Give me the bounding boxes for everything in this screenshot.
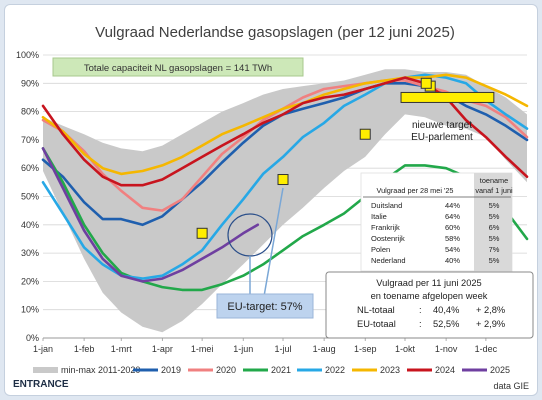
target-marker bbox=[277, 174, 289, 186]
x-tick-label: 1-jan bbox=[33, 344, 53, 354]
legend-label: 2025 bbox=[490, 365, 510, 375]
x-tick-label: 1-mrt bbox=[111, 344, 132, 354]
target-marker bbox=[359, 128, 371, 140]
may-table-cell: 64% bbox=[445, 212, 460, 221]
may-table-cell: 5% bbox=[489, 201, 500, 210]
june-box-line1: Vulgraad per 11 juni 2025 bbox=[376, 278, 481, 288]
may-table-header1: Vulgraad per 28 mei '25 bbox=[377, 186, 454, 195]
may-table-cell: 44% bbox=[445, 201, 460, 210]
may-table-cell: 5% bbox=[489, 212, 500, 221]
may-table-cell: 54% bbox=[445, 245, 460, 254]
x-tick-label: 1-dec bbox=[475, 344, 498, 354]
legend-label: 2019 bbox=[161, 365, 181, 375]
capacity-label: Totale capaciteit NL gasopslagen = 141 T… bbox=[84, 63, 272, 74]
x-tick-label: 1-nov bbox=[435, 344, 458, 354]
new-target-bar bbox=[400, 91, 495, 103]
june-box-nl-label: NL-totaal bbox=[357, 305, 395, 315]
series-line-2021 bbox=[41, 147, 529, 292]
may-table-cell: 7% bbox=[489, 245, 500, 254]
x-tick-label: 1-apr bbox=[152, 344, 173, 354]
may-table-cell: 60% bbox=[445, 223, 460, 232]
june-box-eu-label: EU-totaal bbox=[357, 319, 396, 329]
y-tick-label: 70% bbox=[21, 135, 39, 145]
june-box-eu-value: 52,5% bbox=[433, 319, 459, 329]
target-markers bbox=[196, 77, 436, 239]
june-box-nl-value: 40,4% bbox=[433, 305, 459, 315]
june-box-eu-delta: + 2,9% bbox=[476, 319, 505, 329]
brand-logo-text: ENTRANCE bbox=[13, 379, 69, 390]
may-table: toename vanaf 1 juni Vulgraad per 28 mei… bbox=[360, 172, 513, 272]
june-box-bg bbox=[325, 271, 534, 339]
x-tick-label: 1-jun bbox=[233, 344, 253, 354]
y-tick-label: 90% bbox=[21, 78, 39, 88]
may-table-cell: Duitsland bbox=[371, 201, 402, 210]
series-line-2023 bbox=[41, 73, 529, 176]
legend-label: 2020 bbox=[216, 365, 236, 375]
may-table-cell: 58% bbox=[445, 234, 460, 243]
eu-target-box bbox=[216, 293, 314, 319]
may-table-cell: 40% bbox=[445, 256, 460, 265]
new-target-label-line2: EU-parlement bbox=[411, 132, 473, 143]
y-tick-label: 10% bbox=[21, 305, 39, 315]
may-table-cell: Nederland bbox=[371, 256, 406, 265]
eu-target-arrow-2 bbox=[262, 187, 284, 303]
y-tick-label: 40% bbox=[21, 220, 39, 230]
chart-canvas: Vulgraad Nederlandse gasopslagen (per 12… bbox=[13, 24, 534, 391]
x-tick-label: 1-aug bbox=[313, 344, 336, 354]
legend: min-max 2011-2020 2019 2020 2021 2022 2023 202… bbox=[33, 365, 510, 375]
june-box: Vulgraad per 11 juni 2025 en toename afg… bbox=[325, 271, 534, 339]
legend-label: 2023 bbox=[380, 365, 400, 375]
band-min-max bbox=[43, 69, 527, 333]
june-box-nl-delta: + 2,8% bbox=[476, 305, 505, 315]
series-line-2025 bbox=[41, 147, 260, 283]
axes: 1-jan 1-feb 1-mrt 1-apr 1-mei 1-jun 1-jul 1-aug… bbox=[33, 337, 527, 354]
may-table-cell: Oostenrijk bbox=[371, 234, 405, 243]
x-tick-label: 1-okt bbox=[395, 344, 416, 354]
june-box-nl-colon: : bbox=[419, 305, 422, 315]
y-tick-label: 100% bbox=[16, 50, 39, 60]
new-target-label-line1: nieuwe target bbox=[412, 120, 472, 131]
y-tick-label: 80% bbox=[21, 107, 39, 117]
chart-frame: Vulgraad Nederlandse gasopslagen (per 12… bbox=[4, 4, 538, 396]
may-table-rows: Duitsland 44% 5% Italie 64% 5% Frankrijk 60% 6% O… bbox=[371, 201, 500, 265]
y-tick-label: 20% bbox=[21, 276, 39, 286]
may-table-cell: Frankrijk bbox=[371, 223, 400, 232]
eu-target-label: EU-target: 57% bbox=[227, 301, 302, 313]
may-table-header2-line2: vanaf 1 juni bbox=[475, 186, 513, 195]
may-table-cell: Polen bbox=[371, 245, 390, 254]
x-tick-label: 1-feb bbox=[74, 344, 95, 354]
may-table-cell: Italie bbox=[371, 212, 387, 221]
y-tick-label: 60% bbox=[21, 163, 39, 173]
june-box-eu-colon: : bbox=[419, 319, 422, 329]
legend-label: 2024 bbox=[435, 365, 455, 375]
y-tick-label: 0% bbox=[26, 333, 39, 343]
chart-title: Vulgraad Nederlandse gasopslagen (per 12… bbox=[95, 24, 455, 41]
target-marker bbox=[420, 77, 432, 89]
legend-label: 2021 bbox=[271, 365, 291, 375]
y-tick-label: 30% bbox=[21, 248, 39, 258]
may-table-cell: 5% bbox=[489, 234, 500, 243]
y-tick-label: 50% bbox=[21, 192, 39, 202]
data-source: data GIE bbox=[493, 381, 529, 391]
may-table-header2-line1: toename bbox=[480, 176, 508, 185]
x-tick-label: 1-sep bbox=[354, 344, 377, 354]
x-tick-label: 1-mei bbox=[191, 344, 214, 354]
legend-label: 2022 bbox=[325, 365, 345, 375]
may-table-cell: 6% bbox=[489, 223, 500, 232]
june-box-line2: en toename afgelopen week bbox=[371, 291, 488, 301]
capacity-box bbox=[52, 57, 304, 77]
may-table-cell: 5% bbox=[489, 256, 500, 265]
target-marker bbox=[196, 227, 208, 239]
may-table-col3-bg bbox=[474, 173, 512, 271]
legend-label: min-max 2011-2020 bbox=[61, 365, 140, 375]
x-tick-label: 1-jul bbox=[275, 344, 292, 354]
